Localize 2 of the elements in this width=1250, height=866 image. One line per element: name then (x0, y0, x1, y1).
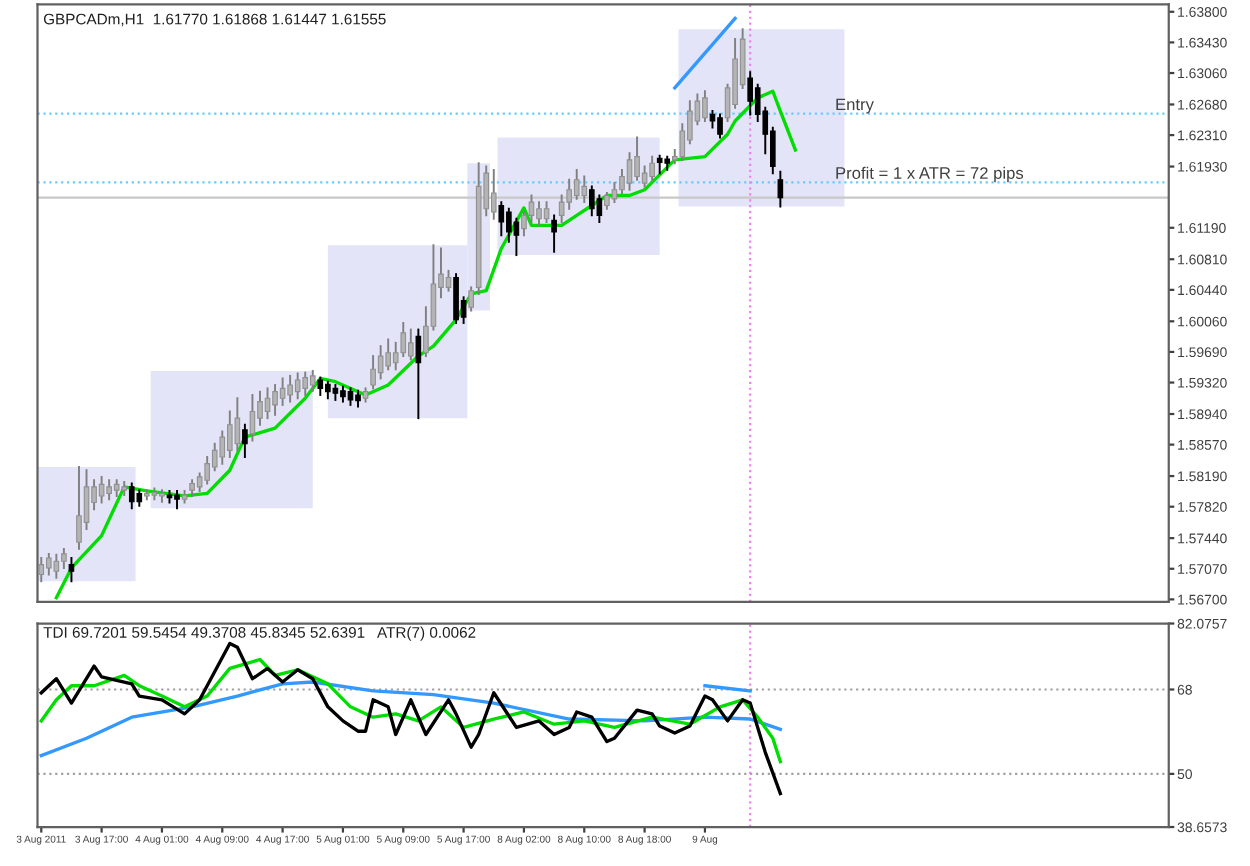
ref-line-label: Entry (836, 98, 874, 114)
annotation: Profit = 1 x ATR = 72 pips (836, 166, 1024, 183)
